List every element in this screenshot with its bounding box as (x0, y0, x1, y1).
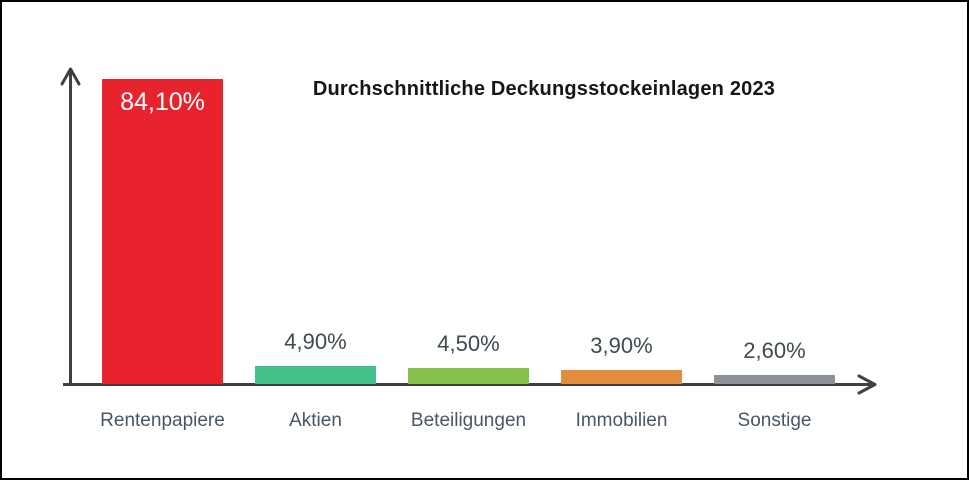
bar-sonstige (714, 375, 835, 384)
y-axis-arrow-icon (60, 67, 81, 86)
value-label-beteiligungen: 4,50% (437, 331, 500, 356)
category-label-sonstige: Sonstige (737, 410, 812, 431)
category-label-immobilien: Immobilien (575, 410, 668, 431)
bar-aktien (255, 366, 376, 384)
category-label-beteiligungen: Beteiligungen (410, 410, 527, 431)
value-label-immobilien: 3,90% (590, 333, 653, 358)
bar-immobilien (561, 370, 682, 384)
bar-beteiligungen (408, 368, 529, 384)
value-label-rentenpapiere: 84,10% (120, 88, 205, 116)
x-axis-arrow-icon (857, 374, 877, 395)
value-label-aktien: 4,90% (284, 329, 347, 354)
bar-rentenpapiere (102, 79, 223, 384)
category-label-rentenpapiere: Rentenpapiere (100, 410, 225, 431)
value-label-sonstige: 2,60% (743, 338, 806, 363)
category-label-aktien: Aktien (289, 410, 342, 431)
chart-title: Durchschnittliche Deckungsstockeinlagen … (312, 78, 776, 100)
